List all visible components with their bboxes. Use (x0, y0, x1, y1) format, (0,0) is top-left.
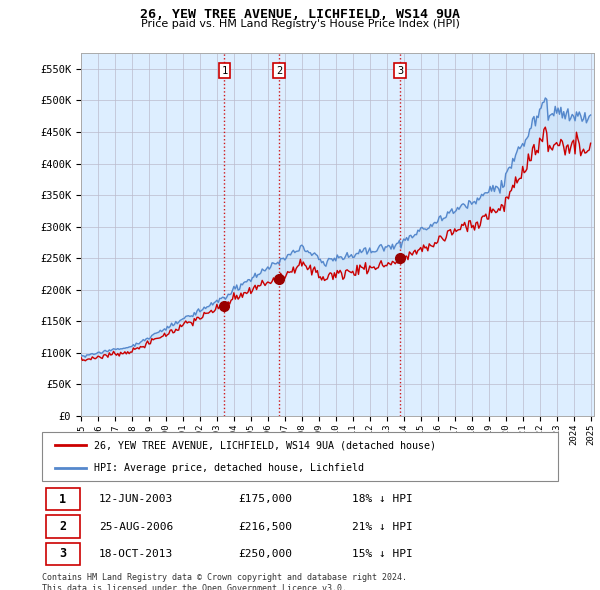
Text: 26, YEW TREE AVENUE, LICHFIELD, WS14 9UA (detached house): 26, YEW TREE AVENUE, LICHFIELD, WS14 9UA… (94, 440, 436, 450)
Text: £216,500: £216,500 (238, 522, 292, 532)
Text: 21% ↓ HPI: 21% ↓ HPI (352, 522, 412, 532)
Bar (46, 543, 80, 565)
Text: 2: 2 (276, 66, 282, 76)
Text: 26, YEW TREE AVENUE, LICHFIELD, WS14 9UA: 26, YEW TREE AVENUE, LICHFIELD, WS14 9UA (140, 8, 460, 21)
Bar (46, 488, 80, 510)
Bar (46, 516, 80, 537)
Text: Price paid vs. HM Land Registry's House Price Index (HPI): Price paid vs. HM Land Registry's House … (140, 19, 460, 30)
Text: 18% ↓ HPI: 18% ↓ HPI (352, 494, 412, 504)
Text: £250,000: £250,000 (238, 549, 292, 559)
Text: Contains HM Land Registry data © Crown copyright and database right 2024.
This d: Contains HM Land Registry data © Crown c… (42, 573, 407, 590)
Text: HPI: Average price, detached house, Lichfield: HPI: Average price, detached house, Lich… (94, 463, 364, 473)
Text: 12-JUN-2003: 12-JUN-2003 (99, 494, 173, 504)
Text: 15% ↓ HPI: 15% ↓ HPI (352, 549, 412, 559)
Text: 3: 3 (397, 66, 403, 76)
Text: 25-AUG-2006: 25-AUG-2006 (99, 522, 173, 532)
Text: £175,000: £175,000 (238, 494, 292, 504)
Text: 18-OCT-2013: 18-OCT-2013 (99, 549, 173, 559)
Text: 3: 3 (59, 548, 67, 560)
Text: 1: 1 (221, 66, 227, 76)
Text: 1: 1 (59, 493, 67, 506)
Text: 2: 2 (59, 520, 67, 533)
